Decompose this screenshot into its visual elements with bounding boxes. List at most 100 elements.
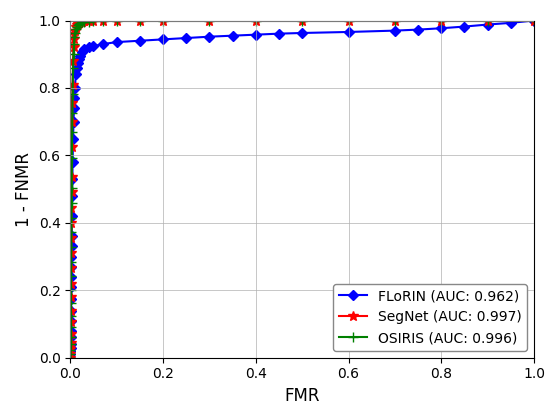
SegNet (AUC: 0.997): (0.0018, 0.265): 0.997): (0.0018, 0.265)	[68, 266, 74, 271]
OSIRIS (AUC: 0.996): (0.01, 0.963): 0.996): (0.01, 0.963)	[72, 31, 78, 36]
SegNet (AUC: 0.997): (0.2, 1): 0.997): (0.2, 1)	[160, 18, 166, 23]
OSIRIS (AUC: 0.996): (0.03, 0.996): 0.996): (0.03, 0.996)	[81, 19, 87, 24]
SegNet (AUC: 0.997): (0.018, 0.993): 0.997): (0.018, 0.993)	[75, 20, 82, 25]
OSIRIS (AUC: 0.996): (0.0024, 0.372): 0.996): (0.0024, 0.372)	[68, 230, 74, 235]
SegNet (AUC: 0.997): (0.016, 0.99): 0.997): (0.016, 0.99)	[74, 21, 81, 26]
SegNet (AUC: 0.997): (0.004, 0.7): 0.997): (0.004, 0.7)	[69, 119, 76, 124]
X-axis label: FMR: FMR	[284, 387, 320, 405]
OSIRIS (AUC: 0.996): (0.0012, 0.125): 0.996): (0.0012, 0.125)	[67, 313, 74, 318]
Line: OSIRIS (AUC: 0.996): OSIRIS (AUC: 0.996)	[66, 16, 539, 362]
SegNet (AUC: 0.997): (0.0045, 0.755): 0.997): (0.0045, 0.755)	[69, 101, 76, 106]
SegNet (AUC: 0.997): (0.0014, 0.18): 0.997): (0.0014, 0.18)	[68, 294, 74, 299]
OSIRIS (AUC: 0.996): (0.0022, 0.328): 0.996): (0.0022, 0.328)	[68, 244, 74, 249]
SegNet (AUC: 0.997): (0.003, 0.535): 0.997): (0.003, 0.535)	[68, 175, 75, 180]
SegNet (AUC: 0.997): (0.6, 1): 0.997): (0.6, 1)	[345, 18, 352, 23]
OSIRIS (AUC: 0.996): (0.0002, 0.01): 0.996): (0.0002, 0.01)	[67, 352, 74, 357]
OSIRIS (AUC: 0.996): (0.05, 0.998): 0.996): (0.05, 0.998)	[90, 18, 97, 24]
SegNet (AUC: 0.997): (0.025, 0.997): 0.997): (0.025, 0.997)	[78, 19, 85, 24]
SegNet (AUC: 0.997): (0.7, 1): 0.997): (0.7, 1)	[391, 18, 398, 23]
SegNet (AUC: 0.997): (0.001, 0.105): 0.997): (0.001, 0.105)	[67, 320, 74, 325]
FLoRIN (AUC: 0.962): (0.0008, 0.04): 0.962): (0.0008, 0.04)	[67, 342, 74, 347]
OSIRIS (AUC: 0.996): (0.003, 0.502): 0.996): (0.003, 0.502)	[68, 186, 75, 191]
OSIRIS (AUC: 0.996): (0.5, 1): 0.996): (0.5, 1)	[299, 18, 306, 23]
OSIRIS (AUC: 0.996): (0.0035, 0.592): 0.996): (0.0035, 0.592)	[68, 155, 75, 160]
OSIRIS (AUC: 0.996): (0.0016, 0.2): 0.996): (0.0016, 0.2)	[68, 288, 74, 293]
FLoRIN (AUC: 0.962): (0.05, 0.924): 0.962): (0.05, 0.924)	[90, 44, 97, 49]
FLoRIN (AUC: 0.962): (0.03, 0.915): 0.962): (0.03, 0.915)	[81, 47, 87, 52]
SegNet (AUC: 0.997): (0.012, 0.98): 0.997): (0.012, 0.98)	[72, 25, 79, 30]
Y-axis label: 1 - FNMR: 1 - FNMR	[15, 152, 33, 227]
SegNet (AUC: 0.997): (0.006, 0.88): 0.997): (0.006, 0.88)	[69, 58, 76, 63]
SegNet (AUC: 0.997): (0.8, 1): 0.997): (0.8, 1)	[438, 18, 445, 23]
OSIRIS (AUC: 0.996): (0.025, 0.995): 0.996): (0.025, 0.995)	[78, 20, 85, 25]
OSIRIS (AUC: 0.996): (0.018, 0.989): 0.996): (0.018, 0.989)	[75, 22, 82, 27]
OSIRIS (AUC: 0.996): (0.1, 1): 0.996): (0.1, 1)	[113, 18, 120, 23]
SegNet (AUC: 0.997): (0.02, 0.995): 0.997): (0.02, 0.995)	[76, 20, 83, 25]
OSIRIS (AUC: 0.996): (0.0004, 0.022): 0.996): (0.0004, 0.022)	[67, 348, 74, 353]
SegNet (AUC: 0.997): (0.01, 0.97): 0.997): (0.01, 0.97)	[72, 28, 78, 33]
SegNet (AUC: 0.997): (0.005, 0.81): 0.997): (0.005, 0.81)	[69, 82, 76, 87]
SegNet (AUC: 0.997): (0.0028, 0.49): 0.997): (0.0028, 0.49)	[68, 190, 75, 195]
OSIRIS (AUC: 0.996): (0.15, 1): 0.996): (0.15, 1)	[137, 18, 143, 23]
SegNet (AUC: 0.997): (0.07, 1): 0.997): (0.07, 1)	[99, 18, 106, 23]
Line: SegNet (AUC: 0.997): SegNet (AUC: 0.997)	[66, 16, 539, 362]
OSIRIS (AUC: 0.996): (0.8, 1): 0.996): (0.8, 1)	[438, 18, 445, 23]
SegNet (AUC: 0.997): (0.04, 0.999): 0.997): (0.04, 0.999)	[86, 18, 92, 24]
SegNet (AUC: 0.997): (0.0022, 0.355): 0.997): (0.0022, 0.355)	[68, 236, 74, 241]
SegNet (AUC: 0.997): (0.0012, 0.14): 0.997): (0.0012, 0.14)	[67, 308, 74, 313]
SegNet (AUC: 0.997): (0.0004, 0.025): 0.997): (0.0004, 0.025)	[67, 347, 74, 352]
OSIRIS (AUC: 0.996): (0.0026, 0.415): 0.996): (0.0026, 0.415)	[68, 215, 75, 220]
OSIRIS (AUC: 0.996): (0.012, 0.975): 0.996): (0.012, 0.975)	[72, 26, 79, 32]
OSIRIS (AUC: 0.996): (0.008, 0.93): 0.996): (0.008, 0.93)	[71, 42, 77, 47]
FLoRIN (AUC: 0.962): (0.8, 0.977): 0.962): (0.8, 0.977)	[438, 26, 445, 31]
SegNet (AUC: 0.997): (0.0016, 0.22): 0.997): (0.0016, 0.22)	[68, 281, 74, 286]
OSIRIS (AUC: 0.996): (0, 0): 0.996): (0, 0)	[67, 355, 73, 360]
SegNet (AUC: 0.997): (0.15, 1): 0.997): (0.15, 1)	[137, 18, 143, 23]
SegNet (AUC: 0.997): (0.1, 1): 0.997): (0.1, 1)	[113, 18, 120, 23]
Legend: FLoRIN (AUC: 0.962), SegNet (AUC: 0.997), OSIRIS (AUC: 0.996): FLoRIN (AUC: 0.962), SegNet (AUC: 0.997)…	[333, 284, 527, 351]
SegNet (AUC: 0.997): (0.4, 1): 0.997): (0.4, 1)	[253, 18, 259, 23]
FLoRIN (AUC: 0.962): (0.0045, 0.53): 0.962): (0.0045, 0.53)	[69, 176, 76, 181]
SegNet (AUC: 0.997): (0.3, 1): 0.997): (0.3, 1)	[206, 18, 213, 23]
SegNet (AUC: 0.997): (0, 0): 0.997): (0, 0)	[67, 355, 73, 360]
OSIRIS (AUC: 0.996): (0.0006, 0.04): 0.996): (0.0006, 0.04)	[67, 342, 74, 347]
OSIRIS (AUC: 0.996): (0.04, 0.997): 0.996): (0.04, 0.997)	[86, 19, 92, 24]
SegNet (AUC: 0.997): (0.5, 1): 0.997): (0.5, 1)	[299, 18, 306, 23]
OSIRIS (AUC: 0.996): (0.002, 0.285): 0.996): (0.002, 0.285)	[68, 259, 74, 264]
SegNet (AUC: 0.997): (0.007, 0.92): 0.997): (0.007, 0.92)	[70, 45, 77, 50]
SegNet (AUC: 0.997): (1, 1): 0.997): (1, 1)	[531, 18, 538, 23]
OSIRIS (AUC: 0.996): (0.3, 1): 0.996): (0.3, 1)	[206, 18, 213, 23]
OSIRIS (AUC: 0.996): (1, 1): 0.996): (1, 1)	[531, 18, 538, 23]
SegNet (AUC: 0.997): (0.9, 1): 0.997): (0.9, 1)	[484, 18, 491, 23]
OSIRIS (AUC: 0.996): (0.006, 0.858): 0.996): (0.006, 0.858)	[69, 66, 76, 71]
OSIRIS (AUC: 0.996): (0.0014, 0.162): 0.996): (0.0014, 0.162)	[68, 301, 74, 306]
SegNet (AUC: 0.997): (0.03, 0.998): 0.997): (0.03, 0.998)	[81, 18, 87, 24]
OSIRIS (AUC: 0.996): (0.4, 1): 0.996): (0.4, 1)	[253, 18, 259, 23]
FLoRIN (AUC: 0.962): (0.01, 0.8): 0.962): (0.01, 0.8)	[72, 85, 78, 90]
OSIRIS (AUC: 0.996): (0.07, 0.999): 0.996): (0.07, 0.999)	[99, 18, 106, 24]
OSIRIS (AUC: 0.996): (0.02, 0.992): 0.996): (0.02, 0.992)	[76, 21, 83, 26]
SegNet (AUC: 0.997): (0.009, 0.96): 0.997): (0.009, 0.96)	[71, 32, 78, 37]
OSIRIS (AUC: 0.996): (0.016, 0.986): 0.996): (0.016, 0.986)	[74, 23, 81, 28]
FLoRIN (AUC: 0.962): (1, 1): 0.962): (1, 1)	[531, 18, 538, 23]
OSIRIS (AUC: 0.996): (0.0045, 0.726): 0.996): (0.0045, 0.726)	[69, 110, 76, 116]
OSIRIS (AUC: 0.996): (0.005, 0.782): 0.996): (0.005, 0.782)	[69, 92, 76, 97]
OSIRIS (AUC: 0.996): (0.0028, 0.458): 0.996): (0.0028, 0.458)	[68, 201, 75, 206]
OSIRIS (AUC: 0.996): (0.001, 0.092): 0.996): (0.001, 0.092)	[67, 324, 74, 329]
SegNet (AUC: 0.997): (0.0006, 0.045): 0.997): (0.0006, 0.045)	[67, 340, 74, 345]
SegNet (AUC: 0.997): (0.0024, 0.4): 0.997): (0.0024, 0.4)	[68, 220, 74, 226]
SegNet (AUC: 0.997): (0.0002, 0.01): 0.997): (0.0002, 0.01)	[67, 352, 74, 357]
OSIRIS (AUC: 0.996): (0.009, 0.95): 0.996): (0.009, 0.95)	[71, 35, 78, 40]
SegNet (AUC: 0.997): (0.008, 0.945): 0.997): (0.008, 0.945)	[71, 37, 77, 42]
SegNet (AUC: 0.997): (0.0026, 0.445): 0.997): (0.0026, 0.445)	[68, 205, 75, 210]
OSIRIS (AUC: 0.996): (0.0008, 0.062): 0.996): (0.0008, 0.062)	[67, 334, 74, 339]
SegNet (AUC: 0.997): (0.0008, 0.07): 0.997): (0.0008, 0.07)	[67, 332, 74, 337]
SegNet (AUC: 0.997): (0.014, 0.987): 0.997): (0.014, 0.987)	[73, 22, 80, 27]
OSIRIS (AUC: 0.996): (0.0018, 0.242): 0.996): (0.0018, 0.242)	[68, 273, 74, 278]
OSIRIS (AUC: 0.996): (0.6, 1): 0.996): (0.6, 1)	[345, 18, 352, 23]
OSIRIS (AUC: 0.996): (0.2, 1): 0.996): (0.2, 1)	[160, 18, 166, 23]
OSIRIS (AUC: 0.996): (0.7, 1): 0.996): (0.7, 1)	[391, 18, 398, 23]
FLoRIN (AUC: 0.962): (0, 0): 0.962): (0, 0)	[67, 355, 73, 360]
SegNet (AUC: 0.997): (0.0035, 0.625): 0.997): (0.0035, 0.625)	[68, 144, 75, 150]
Line: FLoRIN (AUC: 0.962): FLoRIN (AUC: 0.962)	[67, 17, 538, 361]
